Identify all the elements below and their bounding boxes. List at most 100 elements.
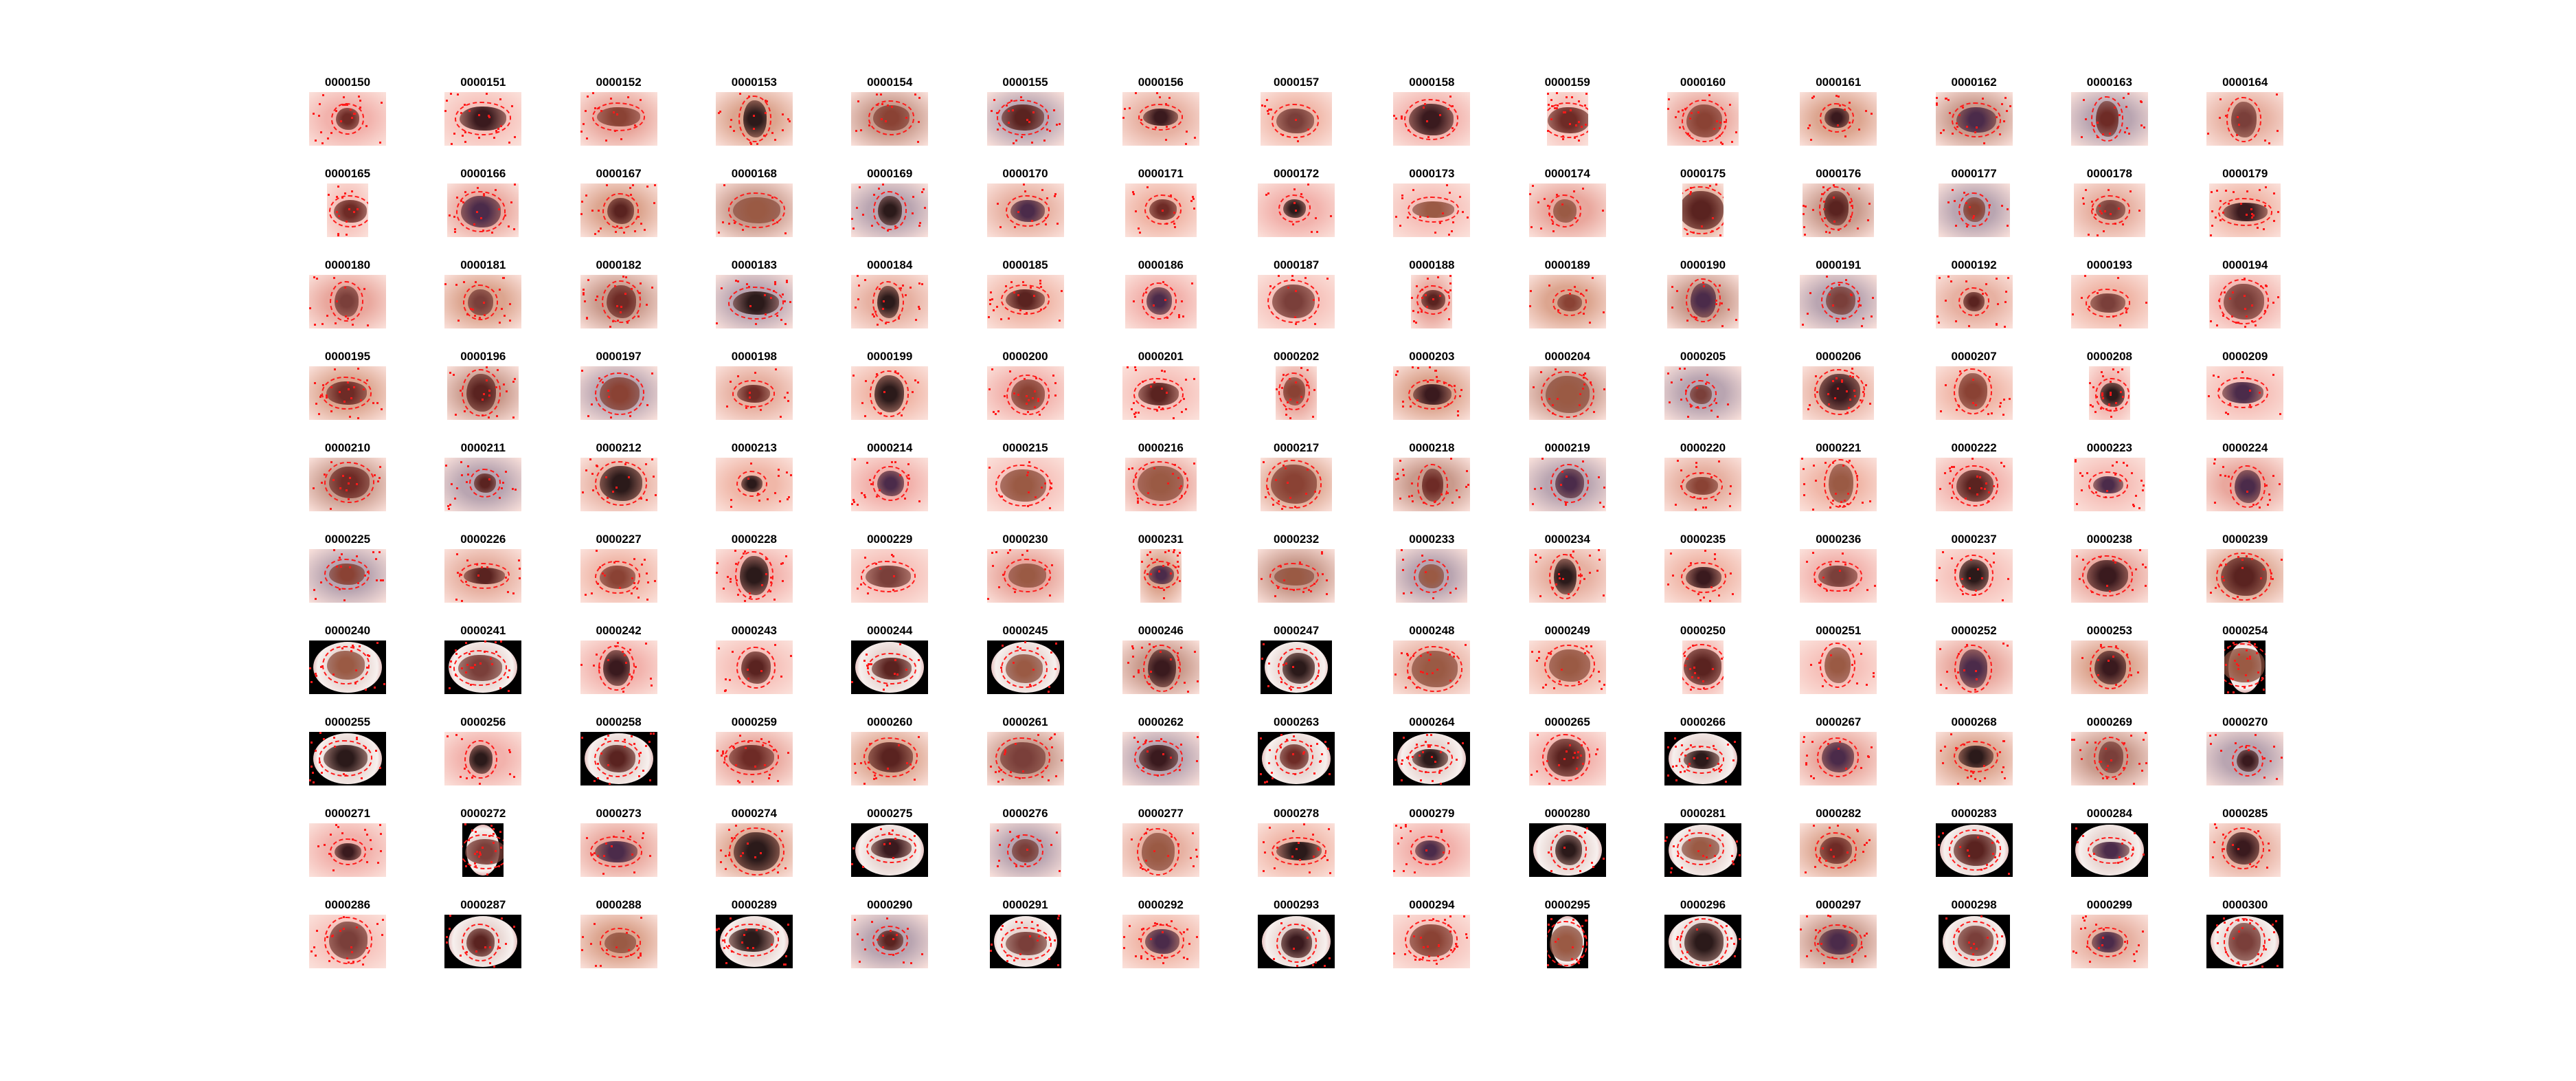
- image-id-label: 0000164: [2222, 76, 2268, 89]
- image-tile: 0000239: [2190, 533, 2300, 608]
- image-tile: 0000167: [564, 167, 674, 243]
- image-tile: 0000248: [1377, 624, 1487, 700]
- image-tile: 0000169: [835, 167, 945, 243]
- image-id-label: 0000195: [324, 350, 371, 363]
- lesion-thumbnail: [1935, 275, 2013, 328]
- lesion-thumbnail: [1664, 915, 1741, 968]
- image-id-label: 0000185: [1002, 258, 1048, 271]
- lesion-thumbnail: [2209, 823, 2281, 877]
- image-tile: 0000195: [293, 350, 403, 425]
- lesion-thumbnail: [2073, 183, 2145, 237]
- lesion-thumbnail: [580, 183, 657, 237]
- lesion-thumbnail: [580, 92, 657, 146]
- image-id-label: 0000280: [1544, 807, 1590, 820]
- lesion-thumbnail: [2209, 183, 2281, 237]
- image-tile: 0000229: [835, 533, 945, 608]
- image-id-label: 0000227: [596, 533, 642, 546]
- image-id-label: 0000274: [731, 807, 777, 820]
- image-id-label: 0000176: [1816, 167, 1862, 180]
- image-id-label: 0000234: [1544, 533, 1590, 546]
- lesion-thumbnail: [462, 823, 504, 877]
- image-tile: 0000274: [699, 807, 809, 882]
- lesion-thumbnail: [715, 823, 793, 877]
- image-id-label: 0000288: [596, 898, 642, 911]
- image-id-label: 0000271: [324, 807, 371, 820]
- image-id-label: 0000255: [324, 715, 371, 728]
- image-tile: 0000279: [1377, 807, 1487, 882]
- image-id-label: 0000239: [2222, 533, 2268, 546]
- lesion-thumbnail: [1664, 823, 1741, 877]
- image-id-label: 0000222: [1951, 441, 1997, 454]
- image-id-label: 0000170: [1002, 167, 1048, 180]
- image-tile: 0000235: [1648, 533, 1758, 608]
- image-id-label: 0000217: [1274, 441, 1320, 454]
- image-id-label: 0000275: [867, 807, 913, 820]
- image-tile: 0000152: [564, 76, 674, 151]
- image-id-label: 0000157: [1274, 76, 1320, 89]
- lesion-thumbnail: [1803, 366, 1875, 420]
- image-tile: 0000222: [1919, 441, 2029, 517]
- image-id-label: 0000194: [2222, 258, 2268, 271]
- lesion-thumbnail: [580, 640, 657, 694]
- image-id-label: 0000150: [324, 76, 371, 89]
- lesion-thumbnail: [309, 640, 386, 694]
- lesion-thumbnail: [1528, 640, 1606, 694]
- image-id-label: 0000175: [1680, 167, 1726, 180]
- image-id-label: 0000181: [460, 258, 506, 271]
- image-id-label: 0000236: [1816, 533, 1862, 546]
- lesion-thumbnail: [1667, 92, 1739, 146]
- image-tile: 0000280: [1513, 807, 1623, 882]
- image-tile: 0000189: [1513, 258, 1623, 334]
- image-tile: 0000206: [1783, 350, 1893, 425]
- image-tile: 0000263: [1241, 715, 1351, 791]
- lesion-thumbnail: [1935, 732, 2013, 785]
- image-tile: 0000219: [1513, 441, 1623, 517]
- lesion-thumbnail: [715, 640, 793, 694]
- image-id-label: 0000174: [1544, 167, 1590, 180]
- image-tile: 0000183: [699, 258, 809, 334]
- image-tile: 0000272: [428, 807, 538, 882]
- image-tile: 0000291: [971, 898, 1081, 974]
- image-id-label: 0000294: [1409, 898, 1455, 911]
- lesion-thumbnail: [1258, 183, 1335, 237]
- image-id-label: 0000167: [596, 167, 642, 180]
- image-tile: 0000300: [2190, 898, 2300, 974]
- lesion-thumbnail: [715, 732, 793, 785]
- image-id-label: 0000242: [596, 624, 642, 637]
- image-id-label: 0000201: [1138, 350, 1184, 363]
- image-tile: 0000217: [1241, 441, 1351, 517]
- image-id-label: 0000203: [1409, 350, 1455, 363]
- lesion-thumbnail: [1935, 458, 2013, 511]
- image-tile: 0000270: [2190, 715, 2300, 791]
- lesion-thumbnail: [1667, 275, 1739, 328]
- image-tile: 0000233: [1377, 533, 1487, 608]
- image-tile: 0000240: [293, 624, 403, 700]
- image-id-label: 0000168: [731, 167, 777, 180]
- image-id-label: 0000254: [2222, 624, 2268, 637]
- image-tile: 0000284: [2055, 807, 2165, 882]
- image-tile: 0000209: [2190, 350, 2300, 425]
- image-tile: 0000214: [835, 441, 945, 517]
- lesion-thumbnail: [1935, 92, 2013, 146]
- image-id-label: 0000286: [324, 898, 371, 911]
- lesion-thumbnail: [851, 183, 929, 237]
- image-tile: 0000260: [835, 715, 945, 791]
- image-id-label: 0000266: [1680, 715, 1726, 728]
- lesion-thumbnail: [1258, 732, 1335, 785]
- image-id-label: 0000228: [731, 533, 777, 546]
- image-id-label: 0000221: [1816, 441, 1862, 454]
- image-id-label: 0000252: [1951, 624, 1997, 637]
- lesion-thumbnail: [1935, 640, 2013, 694]
- image-id-label: 0000240: [324, 624, 371, 637]
- lesion-thumbnail: [309, 823, 386, 877]
- image-tile: 0000255: [293, 715, 403, 791]
- lesion-thumbnail: [2206, 92, 2284, 146]
- image-tile: 0000285: [2190, 807, 2300, 882]
- image-id-label: 0000293: [1274, 898, 1320, 911]
- image-tile: 0000266: [1648, 715, 1758, 791]
- image-tile: 0000238: [2055, 533, 2165, 608]
- lesion-thumbnail: [1800, 458, 1877, 511]
- image-tile: 0000174: [1513, 167, 1623, 243]
- lesion-thumbnail: [986, 275, 1064, 328]
- image-id-label: 0000200: [1002, 350, 1048, 363]
